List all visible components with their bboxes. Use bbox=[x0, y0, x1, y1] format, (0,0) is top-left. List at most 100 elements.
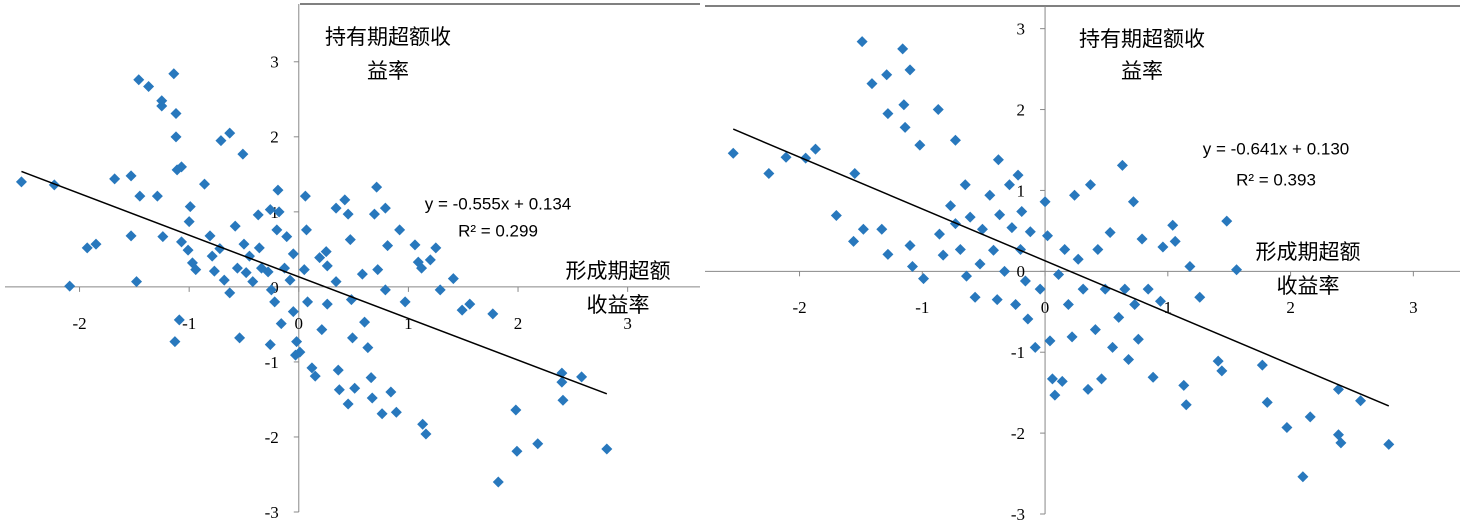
data-point bbox=[991, 294, 1003, 306]
data-point bbox=[125, 170, 137, 182]
data-point bbox=[906, 260, 918, 272]
trendline-equation: y = -0.555x + 0.134 bbox=[425, 194, 572, 213]
data-point bbox=[1104, 226, 1116, 238]
data-point bbox=[876, 223, 888, 235]
data-point bbox=[309, 370, 321, 382]
data-point bbox=[321, 298, 333, 310]
y-tick-label: -3 bbox=[1011, 505, 1025, 524]
data-point bbox=[1024, 226, 1036, 238]
data-point bbox=[856, 36, 868, 48]
data-point bbox=[1029, 341, 1041, 353]
data-point bbox=[347, 332, 358, 344]
data-point bbox=[601, 443, 613, 455]
data-point bbox=[1178, 379, 1190, 391]
trendline bbox=[732, 128, 1390, 407]
data-point bbox=[156, 100, 168, 112]
data-point bbox=[420, 428, 432, 440]
data-point bbox=[168, 68, 180, 80]
data-point bbox=[857, 223, 869, 235]
data-point bbox=[964, 211, 976, 223]
data-point bbox=[344, 234, 356, 246]
data-point bbox=[1132, 333, 1144, 345]
data-point bbox=[252, 209, 264, 221]
data-point bbox=[1012, 169, 1024, 181]
data-point bbox=[215, 135, 227, 147]
data-point bbox=[1119, 283, 1131, 295]
x-axis-label: 收益率 bbox=[1277, 274, 1340, 298]
data-point bbox=[247, 276, 259, 288]
y-axis-label: 持有期超额收 bbox=[325, 25, 451, 49]
data-point bbox=[1072, 253, 1084, 265]
data-point bbox=[273, 206, 285, 218]
x-tick-label: 3 bbox=[1409, 298, 1418, 317]
data-point bbox=[937, 249, 949, 261]
data-point bbox=[64, 280, 76, 292]
data-point bbox=[960, 270, 972, 282]
x-axis-label: 形成期超额 bbox=[566, 259, 671, 283]
data-point bbox=[151, 190, 163, 202]
data-point bbox=[399, 296, 411, 308]
x-tick-label: 2 bbox=[514, 314, 523, 333]
data-point bbox=[330, 202, 342, 214]
data-point bbox=[464, 298, 476, 310]
data-point bbox=[134, 190, 146, 202]
y-tick-label: -2 bbox=[265, 428, 279, 447]
y-tick-label: 0 bbox=[270, 278, 279, 297]
data-point bbox=[1019, 275, 1031, 287]
data-point bbox=[231, 262, 243, 274]
x-axis-label: 收益率 bbox=[587, 293, 650, 317]
data-point bbox=[1383, 438, 1395, 450]
data-point bbox=[199, 178, 211, 190]
data-point bbox=[90, 238, 102, 250]
y-axis-label: 持有期超额收 bbox=[1079, 27, 1205, 51]
data-point bbox=[240, 267, 252, 279]
data-point bbox=[379, 284, 391, 296]
data-point bbox=[125, 230, 137, 242]
data-point bbox=[882, 108, 894, 120]
data-point bbox=[173, 314, 185, 326]
data-point bbox=[1062, 298, 1074, 310]
data-point bbox=[264, 339, 276, 351]
data-point bbox=[456, 304, 468, 316]
y-tick-label: 0 bbox=[1017, 262, 1026, 281]
data-point bbox=[1184, 260, 1196, 272]
x-tick-label: 0 bbox=[1041, 298, 1050, 317]
data-point bbox=[184, 201, 196, 213]
data-point bbox=[1107, 341, 1119, 353]
trendline bbox=[21, 170, 608, 395]
data-point bbox=[904, 64, 916, 76]
data-point bbox=[849, 167, 861, 179]
data-point bbox=[284, 274, 296, 286]
data-point bbox=[1059, 243, 1071, 255]
data-point bbox=[170, 108, 182, 120]
data-point bbox=[1044, 335, 1056, 347]
y-tick-label: 2 bbox=[270, 128, 279, 147]
data-point bbox=[1123, 353, 1135, 365]
data-point bbox=[204, 230, 216, 242]
data-point bbox=[356, 268, 368, 280]
data-point bbox=[949, 134, 961, 146]
data-point bbox=[1256, 359, 1268, 371]
data-point bbox=[298, 264, 310, 276]
data-point bbox=[933, 228, 945, 240]
data-point bbox=[1084, 179, 1096, 191]
data-point bbox=[281, 231, 293, 243]
data-point bbox=[1049, 389, 1061, 401]
data-point bbox=[1304, 411, 1316, 423]
data-point bbox=[1281, 421, 1293, 433]
data-point bbox=[1034, 283, 1046, 295]
data-point bbox=[881, 69, 893, 81]
data-point bbox=[253, 242, 265, 254]
data-point bbox=[532, 438, 544, 450]
data-point bbox=[342, 208, 354, 220]
data-point bbox=[190, 264, 202, 276]
data-point bbox=[133, 74, 145, 86]
data-point bbox=[330, 276, 342, 288]
data-point bbox=[371, 181, 383, 193]
data-point bbox=[234, 332, 246, 344]
data-point bbox=[1332, 429, 1344, 441]
y-tick-label: -3 bbox=[265, 503, 279, 522]
data-point bbox=[1355, 395, 1367, 407]
data-point bbox=[271, 224, 283, 236]
data-point bbox=[1261, 396, 1273, 408]
